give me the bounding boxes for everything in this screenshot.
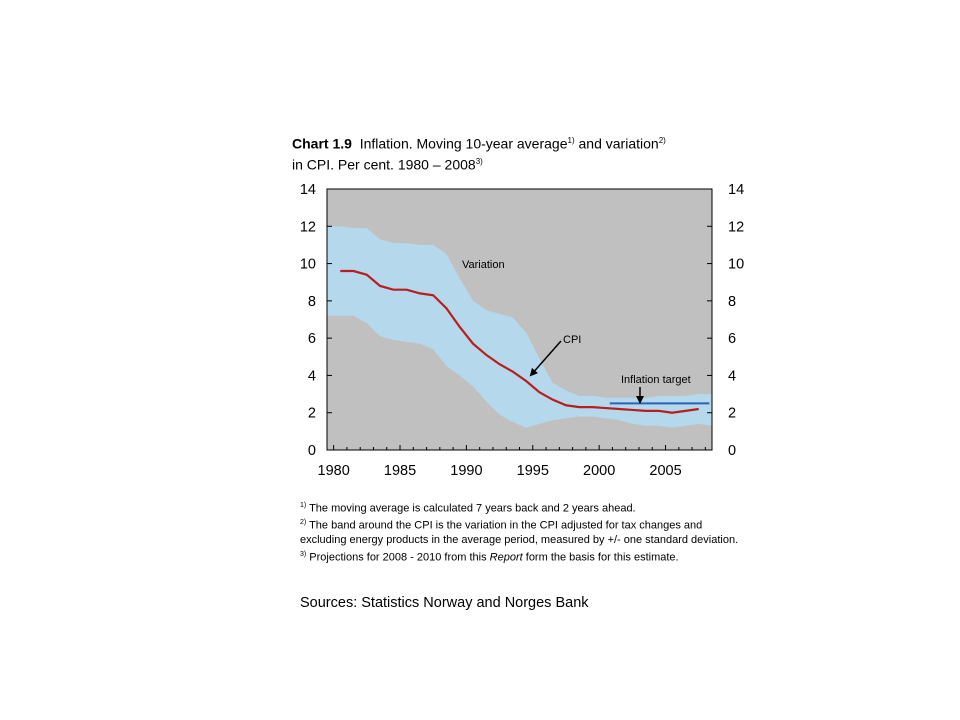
footnote-2: 2) The band around the CPI is the variat… bbox=[300, 516, 740, 548]
axis-ticks bbox=[327, 188, 712, 451]
footnote-3: 3) Projections for 2008 - 2010 from this… bbox=[300, 548, 740, 565]
footnote-2-text: The band around the CPI is the variation… bbox=[300, 519, 739, 547]
inflation-target-label: Inflation target bbox=[621, 374, 691, 386]
sources: Sources: Statistics Norway and Norges Ba… bbox=[300, 595, 589, 611]
y-tick-label-right: 6 bbox=[728, 331, 736, 347]
footnote-1-ref: 1) bbox=[300, 502, 307, 509]
footnote-3-text-a: Projections for 2008 - 2010 from this bbox=[306, 551, 490, 564]
y-tick-label-right: 8 bbox=[728, 294, 736, 310]
x-tick-label: 1995 bbox=[517, 463, 549, 479]
footnotes: 1) The moving average is calculated 7 ye… bbox=[300, 499, 740, 565]
title-text-a: Inflation. Moving 10-year average bbox=[359, 135, 568, 152]
title-ref-b: 2) bbox=[658, 136, 666, 145]
chart-title: Chart 1.9 Inflation. Moving 10-year aver… bbox=[292, 132, 752, 173]
footnote-3-ref: 3) bbox=[300, 550, 307, 558]
y-tick-label-left: 14 bbox=[300, 182, 316, 198]
axis-labels: 0 0 2 2 4 4 6 6 8 8 10 10 12 12 14 14 1980 1985 1990 1995 20… bbox=[300, 182, 744, 479]
cpi-arrow bbox=[529, 340, 562, 377]
x-tick-label: 1980 bbox=[318, 463, 350, 479]
y-tick-label-right: 2 bbox=[728, 406, 736, 422]
y-tick-label-left: 4 bbox=[308, 368, 316, 384]
y-tick-label-right: 12 bbox=[728, 219, 744, 235]
y-tick-label-right: 4 bbox=[728, 368, 736, 384]
cpi-line bbox=[340, 269, 699, 414]
x-tick-label: 2005 bbox=[649, 463, 681, 479]
y-tick-label-left: 2 bbox=[308, 406, 316, 422]
footnote-3-italic: Report bbox=[489, 551, 523, 564]
chart-number: Chart 1.9 bbox=[292, 135, 352, 152]
footnote-3-text-b: form the basis for this estimate. bbox=[522, 551, 679, 564]
title-ref-c: 3) bbox=[475, 156, 483, 166]
variation-band bbox=[327, 226, 712, 428]
y-tick-label-right: 0 bbox=[728, 443, 736, 459]
x-tick-label: 1985 bbox=[384, 463, 416, 479]
y-tick-label-left: 6 bbox=[308, 331, 316, 347]
footnote-1: 1) The moving average is calculated 7 ye… bbox=[300, 499, 740, 516]
title-text-c: in CPI. Per cent. 1980 – 2008 bbox=[292, 156, 476, 173]
footnote-1-text: The moving average is calculated 7 years… bbox=[306, 502, 636, 515]
footnote-2-ref: 2) bbox=[300, 519, 307, 527]
title-text-b: and variation bbox=[574, 135, 659, 152]
x-tick-label: 1990 bbox=[450, 463, 482, 479]
y-tick-label-left: 0 bbox=[308, 443, 316, 459]
y-tick-label-right: 10 bbox=[728, 257, 744, 273]
y-tick-label-left: 12 bbox=[300, 219, 316, 235]
cpi-label: CPI bbox=[563, 334, 581, 346]
y-tick-label-right: 14 bbox=[728, 182, 744, 198]
title-ref-a: 1) bbox=[567, 136, 575, 145]
x-tick-label: 2000 bbox=[583, 463, 615, 479]
y-tick-label-left: 8 bbox=[308, 294, 316, 310]
variation-label: Variation bbox=[462, 259, 505, 271]
y-tick-label-left: 10 bbox=[300, 257, 316, 273]
